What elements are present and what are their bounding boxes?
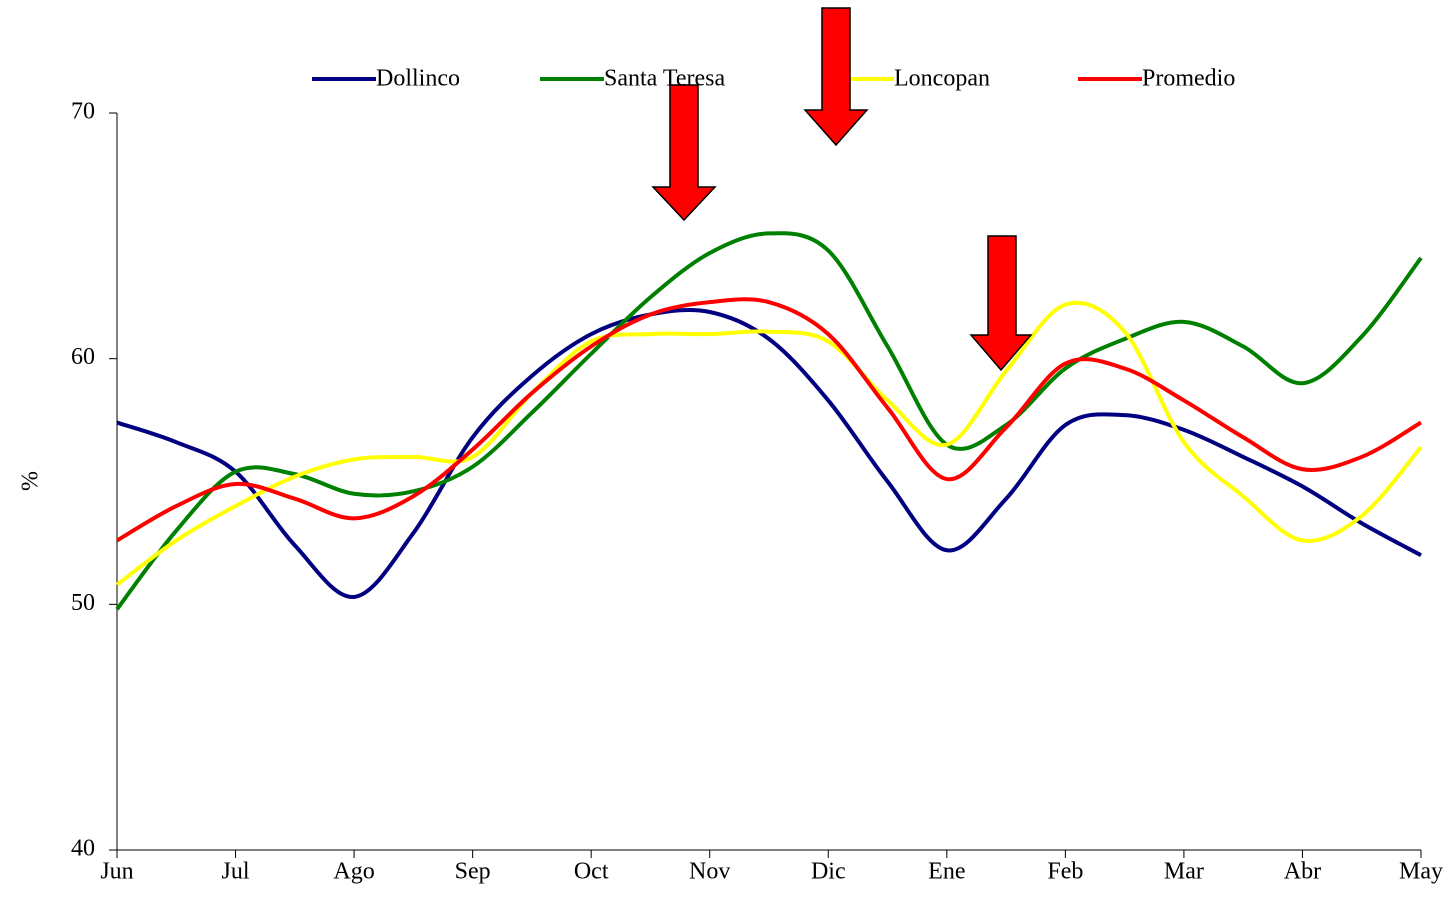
x-tick-label: Ago xyxy=(333,859,374,885)
x-tick-label: Jul xyxy=(222,859,250,885)
series-line xyxy=(115,231,1423,611)
legend-label: Loncopan xyxy=(894,66,990,92)
legend-label: Santa Teresa xyxy=(604,66,726,92)
arrow xyxy=(969,235,1033,372)
x-tick-label: Sep xyxy=(455,859,491,885)
x-tick-label: Ene xyxy=(928,859,965,885)
x-tick-label: Mar xyxy=(1164,859,1204,885)
y-tick-label: 60 xyxy=(71,344,95,370)
y-tick-label: 70 xyxy=(71,99,95,125)
legend-label: Dollinco xyxy=(376,66,460,92)
y-tick-label: 40 xyxy=(71,836,95,862)
x-tick-label: Oct xyxy=(574,859,609,885)
arrow xyxy=(803,7,869,147)
x-tick-label: Nov xyxy=(689,859,730,885)
series-line xyxy=(116,307,1422,599)
x-tick-label: Dic xyxy=(811,859,846,885)
y-axis-label: % xyxy=(18,471,44,491)
x-tick-label: Feb xyxy=(1047,859,1083,885)
legend-label: Promedio xyxy=(1142,66,1235,92)
arrow xyxy=(651,84,717,222)
x-tick-label: May xyxy=(1399,859,1443,885)
series-line xyxy=(115,300,1423,587)
series-line xyxy=(115,297,1423,543)
x-tick-label: Abr xyxy=(1284,859,1321,885)
x-tick-label: Jun xyxy=(100,859,133,885)
y-tick-label: 50 xyxy=(71,590,95,616)
